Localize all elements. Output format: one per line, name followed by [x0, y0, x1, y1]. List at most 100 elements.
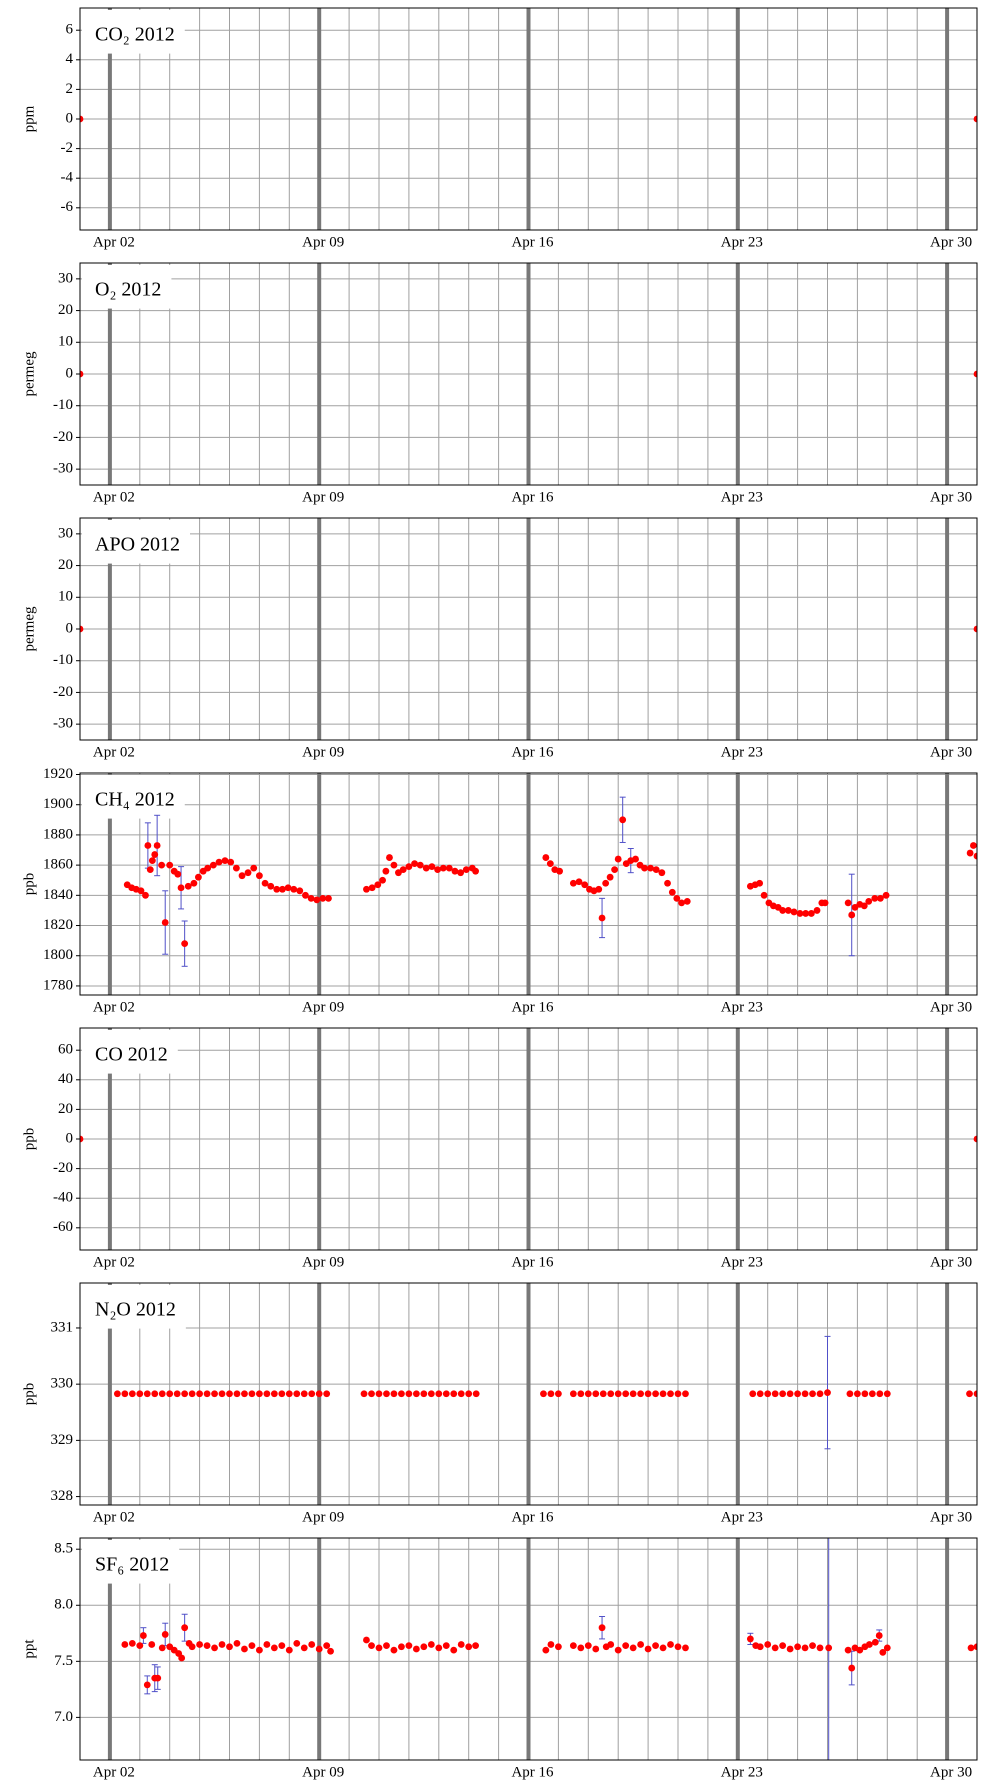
y-tick-label: 1880	[43, 826, 73, 842]
data-point	[278, 1390, 286, 1398]
y-axis-label: ppt	[21, 1639, 37, 1659]
x-tick-label: Apr 16	[511, 1254, 554, 1270]
data-point	[113, 1390, 121, 1398]
data-point	[383, 1390, 390, 1398]
data-point	[622, 1642, 630, 1650]
x-tick-label: Apr 09	[302, 489, 344, 505]
data-point	[382, 867, 390, 875]
data-point	[973, 1390, 977, 1398]
data-point	[457, 1390, 465, 1398]
data-point	[238, 872, 246, 880]
data-point	[308, 1390, 316, 1398]
data-point	[161, 919, 169, 926]
x-tick-label: Apr 30	[930, 1254, 972, 1270]
data-point	[472, 1642, 479, 1650]
data-point	[465, 1643, 473, 1651]
data-point	[284, 884, 292, 892]
data-point	[807, 910, 815, 917]
data-point	[420, 1643, 428, 1651]
data-point	[302, 891, 309, 899]
y-tick-label: -2	[61, 140, 74, 156]
data-point	[970, 842, 977, 849]
data-point	[158, 861, 166, 869]
x-tick-label: Apr 09	[302, 1764, 344, 1780]
data-point	[598, 914, 606, 922]
data-point	[641, 864, 648, 872]
data-point	[248, 1390, 256, 1398]
data-point	[142, 891, 149, 899]
data-point	[143, 1681, 151, 1689]
data-layer	[123, 796, 977, 967]
x-tick-label: Apr 09	[302, 1509, 344, 1525]
data-point	[248, 1642, 256, 1650]
data-point	[756, 879, 764, 887]
x-tick-label: Apr 23	[721, 744, 763, 760]
data-layer	[80, 370, 977, 378]
data-point	[166, 861, 174, 869]
data-point	[868, 1390, 876, 1398]
data-point	[462, 866, 470, 874]
panel: Apr 02 Apr 09 Apr 16 Apr 23 Apr 30 1780 1800 18…	[21, 766, 978, 1015]
y-tick-label: 331	[51, 1319, 74, 1335]
title-background	[82, 1285, 186, 1329]
data-point	[293, 1639, 301, 1647]
data-layer	[113, 1335, 977, 1450]
data-point	[386, 854, 393, 861]
data-point	[80, 115, 84, 123]
x-tick-label: Apr 23	[721, 1509, 763, 1525]
title-background	[82, 775, 185, 819]
panel-title: CO₂ 2012	[95, 24, 175, 46]
data-point	[290, 885, 298, 893]
data-point	[221, 857, 229, 864]
data-point	[151, 1390, 159, 1398]
data-point	[270, 1644, 278, 1652]
x-tick-label: Apr 02	[93, 234, 135, 250]
data-point	[794, 1643, 801, 1651]
data-layer	[80, 625, 977, 633]
data-point	[442, 1390, 450, 1398]
data-point	[629, 1644, 637, 1652]
data-layer	[80, 1135, 977, 1143]
data-point	[143, 1390, 151, 1398]
panel-title: O₂ 2012	[95, 279, 161, 301]
data-point	[683, 897, 691, 905]
data-point	[325, 894, 332, 902]
data-point	[883, 1644, 891, 1652]
plot-frame	[79, 1282, 978, 1506]
data-point	[267, 882, 275, 890]
data-point	[188, 1643, 196, 1651]
data-point	[80, 625, 84, 633]
data-point	[422, 864, 430, 872]
y-tick-label: -10	[53, 652, 73, 668]
data-point	[442, 1642, 450, 1650]
data-point	[390, 861, 398, 869]
data-point	[148, 1641, 156, 1648]
data-point	[802, 910, 810, 917]
panel: Apr 02 Apr 09 Apr 16 Apr 23 Apr 30 -30 -20 -10 0…	[21, 517, 978, 760]
data-point	[161, 1631, 169, 1638]
y-tick-label: 7.0	[54, 1709, 73, 1725]
data-point	[637, 1390, 645, 1398]
data-point	[434, 866, 442, 874]
data-point	[632, 855, 639, 863]
data-point	[184, 882, 192, 890]
data-point	[882, 891, 890, 899]
panel-title: CO 2012	[95, 1044, 168, 1066]
data-point	[250, 864, 258, 872]
data-point	[195, 873, 202, 881]
data-point	[323, 1390, 331, 1398]
y-tick-label: 8.0	[54, 1597, 73, 1613]
y-tick-label: 8.5	[54, 1541, 73, 1557]
x-tick-label: Apr 16	[511, 489, 554, 505]
data-point	[966, 849, 974, 857]
data-point	[547, 1390, 555, 1398]
plot-frame	[79, 262, 978, 486]
data-point	[148, 857, 156, 864]
y-tick-label: 20	[58, 1101, 73, 1117]
x-tick-label: Apr 23	[721, 999, 763, 1015]
data-point	[327, 1647, 334, 1655]
y-tick-label: 20	[58, 302, 73, 318]
data-point	[375, 1390, 383, 1398]
title-background	[82, 1540, 180, 1584]
